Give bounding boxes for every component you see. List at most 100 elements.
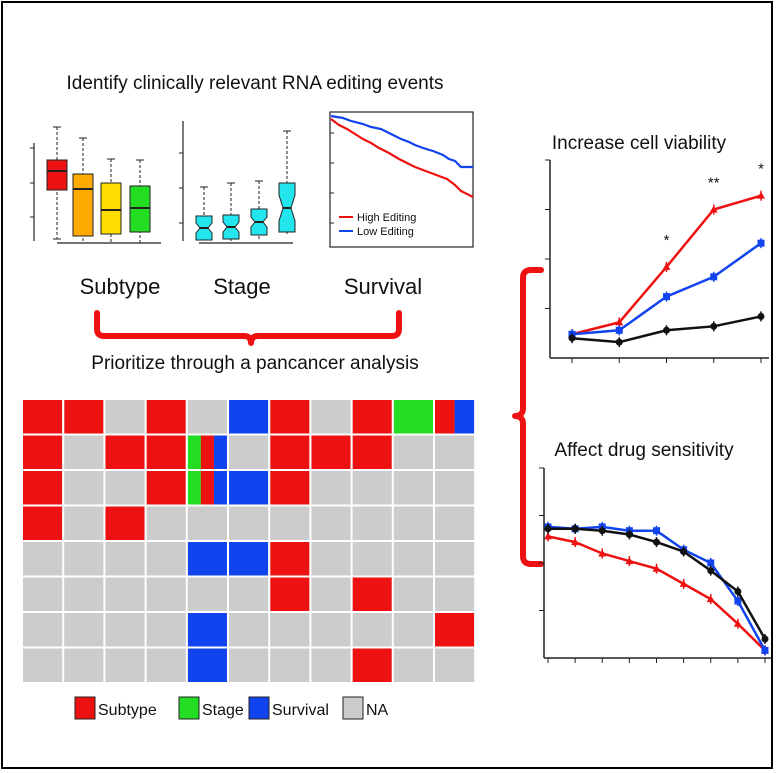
data-point	[709, 205, 718, 213]
heatmap-cell	[105, 648, 145, 682]
significance-marker: *	[758, 161, 764, 178]
heatmap-cell	[213, 471, 227, 505]
heatmap-cell	[187, 435, 201, 469]
heatmap-cell	[393, 471, 433, 505]
heatmap-cell	[393, 577, 433, 611]
drug-sensitivity-chart	[539, 467, 773, 663]
data-point	[706, 595, 715, 603]
heatmap-cell	[311, 648, 351, 682]
heatmap-cell	[352, 648, 392, 682]
heatmap-cell	[23, 613, 63, 647]
heatmap-legend: Subtype Stage Survival NA	[74, 696, 389, 720]
heatmap-cell	[352, 577, 392, 611]
data-point	[544, 532, 552, 540]
heatmap-cell	[105, 471, 145, 505]
data-point	[568, 334, 576, 342]
heatmap-cell	[393, 648, 433, 682]
heatmap-cell	[270, 471, 310, 505]
prioritize-title: Prioritize through a pancancer analysis	[91, 353, 418, 374]
heatmap-cell	[229, 506, 269, 540]
heatmap-cell	[23, 435, 63, 469]
heatmap-cell	[23, 400, 63, 434]
data-point	[615, 338, 623, 346]
legend-label-survival: Survival	[272, 702, 329, 719]
heatmap-cell	[23, 577, 63, 611]
heatmap-cell	[393, 506, 433, 540]
heatmap-cell	[64, 542, 104, 576]
km-legend-high: High Editing	[357, 212, 416, 224]
heatmap-cell	[311, 542, 351, 576]
heatmap-cell	[270, 400, 310, 434]
heatmap-cell	[187, 577, 227, 611]
km-high-editing-line	[330, 118, 474, 198]
data-point	[757, 191, 765, 199]
stage-boxplot	[179, 121, 296, 244]
heatmap-cell	[187, 471, 201, 505]
data-point	[598, 549, 607, 557]
heatmap-cell	[64, 648, 104, 682]
heatmap-cell	[229, 435, 269, 469]
data-point	[707, 559, 715, 567]
data-point	[615, 326, 623, 334]
heatmap-cell	[187, 400, 227, 434]
drug-title: Affect drug sensitivity	[554, 440, 734, 461]
heatmap-cell	[352, 471, 392, 505]
heatmap-cell	[435, 506, 475, 540]
data-point	[761, 635, 769, 643]
horizontal-bracket	[94, 310, 402, 346]
heatmap-cell	[187, 506, 227, 540]
data-point	[625, 557, 634, 565]
legend-swatch-stage	[178, 696, 200, 720]
km-low-editing-line	[330, 114, 473, 169]
km-legend-low: Low Editing	[357, 226, 414, 238]
heatmap-cell	[146, 648, 186, 682]
heatmap-cell	[23, 648, 63, 682]
heatmap-cell	[270, 506, 310, 540]
heatmap-cell	[105, 435, 145, 469]
data-point	[679, 579, 688, 587]
heatmap-cell	[229, 577, 269, 611]
heatmap-cell	[229, 400, 269, 434]
heatmap-cell	[352, 542, 392, 576]
heatmap-cell	[270, 577, 310, 611]
heatmap-cell	[311, 471, 351, 505]
subtype-boxplot	[30, 126, 161, 244]
heatmap-cell	[393, 400, 433, 434]
data-point	[663, 326, 670, 334]
heatmap-cell	[213, 435, 227, 469]
legend-swatch-subtype	[74, 696, 96, 720]
heatmap-cell	[311, 506, 351, 540]
data-point	[544, 525, 552, 533]
significance-marker: **	[708, 175, 720, 192]
heatmap-cell	[187, 613, 227, 647]
heatmap-cell	[105, 506, 145, 540]
heatmap-cell	[23, 542, 63, 576]
data-point	[652, 564, 661, 572]
heatmap-cell	[64, 577, 104, 611]
data-point	[733, 619, 742, 627]
top-title: Identify clinically relevant RNA editing…	[66, 73, 443, 94]
heatmap-cell	[64, 613, 104, 647]
heatmap-cell	[146, 577, 186, 611]
data-point	[710, 322, 718, 330]
graphical-abstract: Identify clinically relevant RNA editing…	[21, 73, 773, 720]
significance-marker: *	[664, 232, 670, 249]
legend-label-stage: Stage	[202, 702, 244, 719]
heatmap-cell	[270, 435, 310, 469]
heatmap-cell	[105, 400, 145, 434]
heatmap-cell	[146, 400, 186, 434]
data-point	[662, 262, 671, 270]
heatmap-cell	[435, 542, 475, 576]
heatmap-cell	[311, 577, 351, 611]
heatmap-cell	[64, 435, 104, 469]
data-point	[571, 538, 580, 546]
vertical-bracket	[512, 267, 544, 567]
heatmap-cell	[229, 471, 269, 505]
heatmap-cell	[435, 648, 475, 682]
data-point	[734, 597, 742, 605]
heatmap-cell	[200, 435, 214, 469]
data-point	[680, 548, 688, 556]
viability-chart: ****	[545, 159, 769, 363]
heatmap-cell	[229, 648, 269, 682]
